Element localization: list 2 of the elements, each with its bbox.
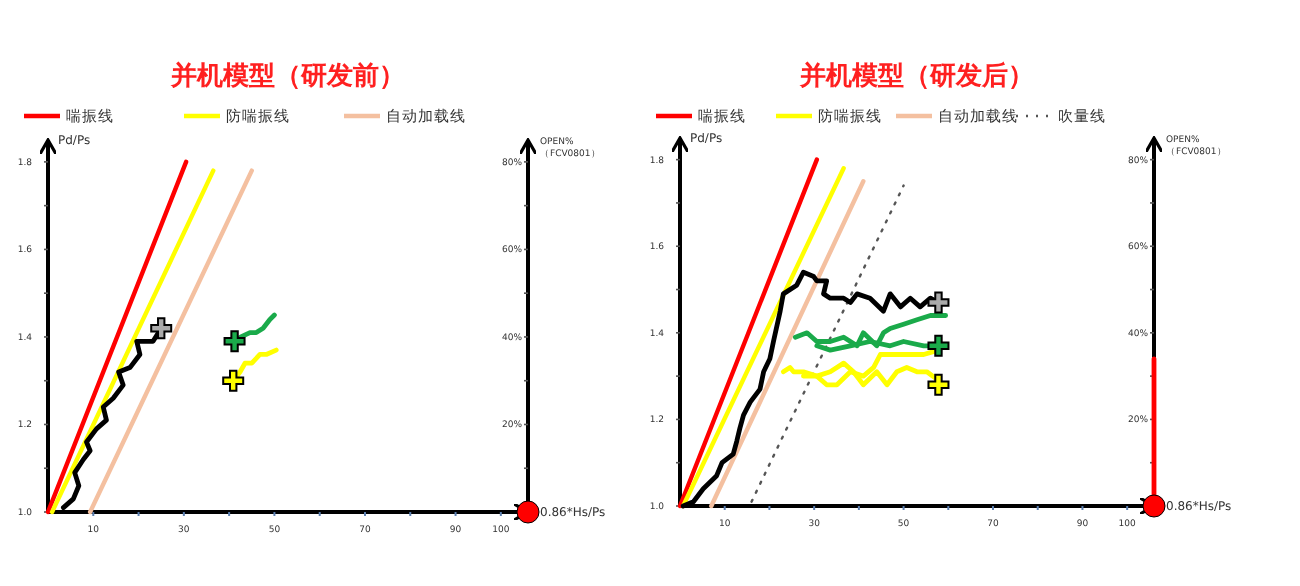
chart-title: 并机模型（研发后） — [798, 60, 1034, 92]
chart-title: 并机模型（研发前） — [169, 60, 405, 92]
